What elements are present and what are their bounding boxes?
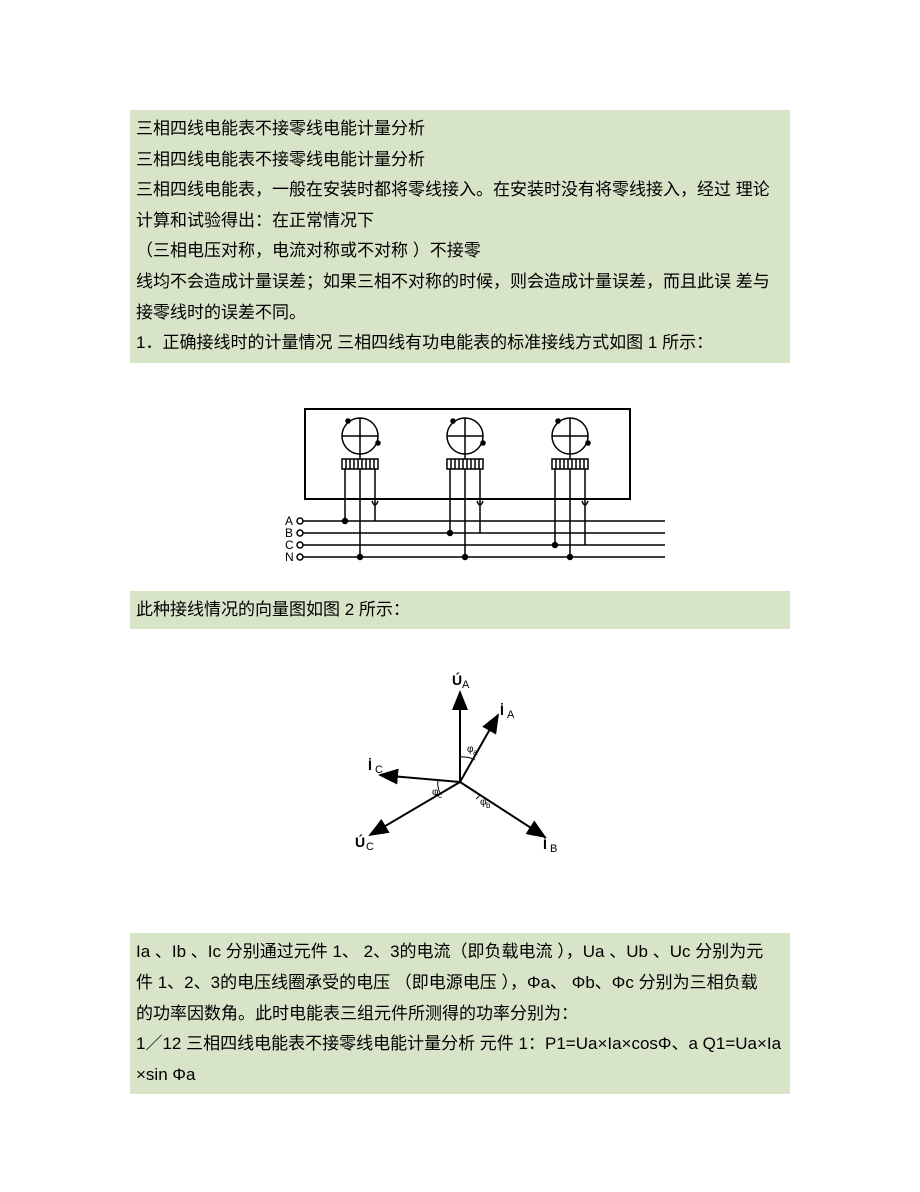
intro-line-3: 三相四线电能表，一般在安装时都将零线接入。在安装时没有将零线接入，经过 理论计算… <box>136 175 784 236</box>
intro-line-4: （三相电压对称，电流对称或不对称 ）不接零 <box>136 236 784 267</box>
label-n: N <box>285 550 294 564</box>
svg-text:B: B <box>550 843 557 855</box>
svg-text:b: b <box>486 801 491 810</box>
wiring-diagram: A B C N <box>250 401 670 571</box>
svg-text:İ: İ <box>500 702 504 718</box>
phasor-diagram-container: Ú A İ A İ C Ú C İ B φ a φ c φ b <box>130 647 790 897</box>
svg-text:A: A <box>507 709 515 721</box>
analysis-line-2: 的功率因数角。此时电能表三组元件所测得的功率分别为： <box>136 999 784 1030</box>
svg-text:İ: İ <box>368 757 372 773</box>
svg-text:A: A <box>462 679 470 691</box>
analysis-line-1: Ia 、Ib 、Ic 分别通过元件 1、 2、3的电流（即负载电流 ），Ua 、… <box>136 937 784 998</box>
analysis-text-block: Ia 、Ib 、Ic 分别通过元件 1、 2、3的电流（即负载电流 ），Ua 、… <box>130 933 790 1094</box>
title-line-1: 三相四线电能表不接零线电能计量分析 <box>136 114 784 145</box>
caption-block-1: 此种接线情况的向量图如图 2 所示： <box>130 591 790 630</box>
title-line-2: 三相四线电能表不接零线电能计量分析 <box>136 145 784 176</box>
intro-line-6: 1．正确接线时的计量情况 三相四线有功电能表的标准接线方式如图 1 所示： <box>136 328 784 359</box>
intro-text-block: 三相四线电能表不接零线电能计量分析 三相四线电能表不接零线电能计量分析 三相四线… <box>130 110 790 363</box>
caption-1: 此种接线情况的向量图如图 2 所示： <box>136 595 784 626</box>
wiring-diagram-container: A B C N <box>130 381 790 591</box>
svg-text:İ: İ <box>543 836 547 852</box>
svg-text:C: C <box>366 841 374 853</box>
svg-text:C: C <box>375 764 383 776</box>
svg-text:Ú: Ú <box>452 671 462 688</box>
svg-text:a: a <box>473 748 478 757</box>
svg-text:Ú: Ú <box>355 833 365 850</box>
intro-line-5: 线均不会造成计量误差；如果三相不对称的时候，则会造成计量误差，而且此误 差与接零… <box>136 267 784 328</box>
svg-text:c: c <box>438 791 442 800</box>
analysis-line-3: 1／12 三相四线电能表不接零线电能计量分析 元件 1：P1=Ua×Ia×cos… <box>136 1029 784 1090</box>
phasor-diagram: Ú A İ A İ C Ú C İ B φ a φ c φ b <box>300 667 620 877</box>
